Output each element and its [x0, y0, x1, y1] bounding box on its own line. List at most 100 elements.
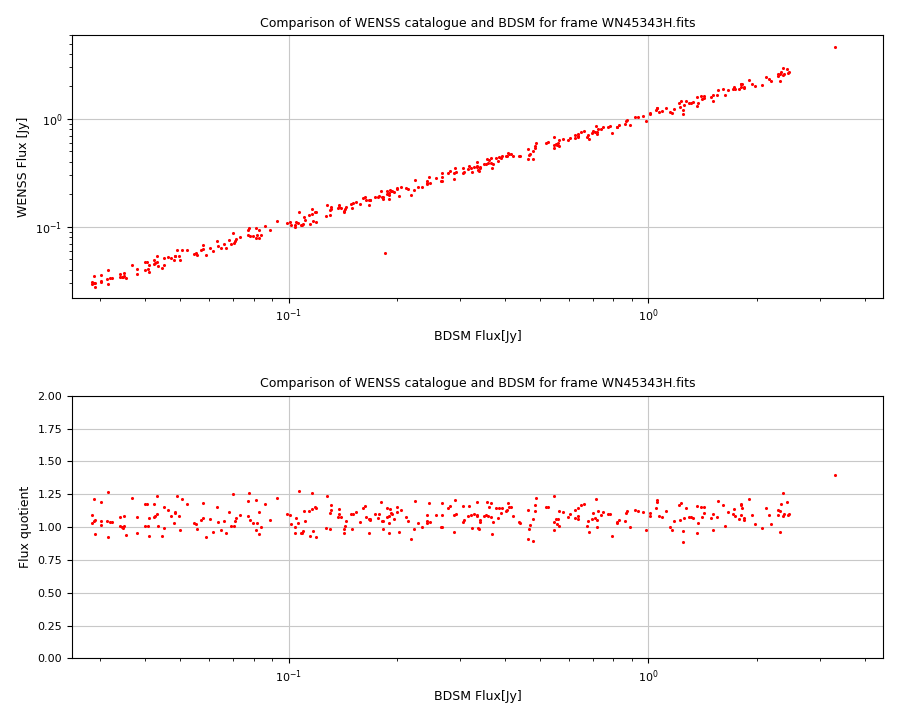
Point — [770, 505, 785, 516]
Point — [671, 97, 686, 109]
Point — [240, 230, 255, 241]
Point — [85, 279, 99, 290]
Point — [226, 228, 240, 239]
Point — [94, 269, 108, 281]
Point — [572, 127, 586, 139]
Point — [644, 510, 658, 521]
Point — [446, 168, 461, 179]
Point — [447, 173, 462, 184]
Point — [673, 96, 688, 107]
Point — [217, 515, 231, 526]
Point — [761, 509, 776, 521]
Point — [114, 271, 129, 282]
Point — [280, 508, 294, 519]
Point — [284, 518, 298, 530]
Title: Comparison of WENSS catalogue and BDSM for frame WN45343H.fits: Comparison of WENSS catalogue and BDSM f… — [260, 17, 696, 30]
Point — [119, 273, 133, 284]
Point — [103, 273, 117, 284]
Point — [638, 115, 652, 127]
Point — [227, 237, 241, 248]
Point — [226, 489, 240, 500]
Point — [464, 163, 478, 174]
Point — [376, 193, 391, 204]
Point — [610, 121, 625, 132]
Point — [302, 530, 317, 541]
Point — [550, 513, 564, 525]
Point — [205, 526, 220, 538]
Point — [421, 171, 436, 183]
Point — [368, 508, 382, 520]
Point — [168, 507, 183, 518]
Point — [781, 67, 796, 78]
Point — [682, 97, 697, 109]
Point — [112, 271, 127, 283]
Point — [308, 207, 322, 218]
Point — [86, 494, 101, 505]
Point — [527, 499, 542, 510]
Point — [477, 158, 491, 170]
Point — [403, 534, 418, 545]
Point — [482, 154, 496, 166]
Point — [248, 494, 263, 505]
Point — [520, 143, 535, 155]
Point — [482, 510, 496, 522]
Point — [552, 521, 566, 532]
Point — [368, 191, 382, 202]
Point — [305, 503, 320, 515]
Point — [690, 527, 705, 539]
Point — [293, 220, 308, 231]
Point — [353, 198, 367, 210]
Point — [472, 523, 486, 535]
Point — [168, 507, 183, 518]
Point — [690, 91, 705, 103]
Point — [732, 83, 746, 94]
Point — [138, 521, 152, 532]
Point — [580, 520, 594, 531]
Point — [289, 513, 303, 524]
Point — [586, 125, 600, 136]
X-axis label: BDSM Flux[Jy]: BDSM Flux[Jy] — [434, 690, 521, 703]
Point — [180, 244, 194, 256]
Point — [480, 496, 494, 508]
Point — [682, 511, 697, 523]
Point — [773, 526, 788, 538]
Point — [423, 177, 437, 189]
Point — [296, 505, 310, 517]
Point — [101, 531, 115, 542]
Point — [308, 502, 322, 513]
Point — [737, 513, 751, 524]
Point — [586, 507, 600, 518]
Point — [556, 134, 571, 145]
Point — [363, 194, 377, 205]
Point — [479, 509, 493, 521]
Point — [571, 130, 585, 142]
Point — [323, 523, 338, 535]
Point — [344, 198, 358, 210]
Point — [447, 495, 462, 506]
Point — [243, 514, 257, 526]
Point — [618, 507, 633, 518]
Point — [306, 215, 320, 227]
Point — [130, 510, 144, 522]
Point — [167, 518, 182, 529]
Point — [160, 505, 175, 516]
Point — [85, 518, 99, 529]
Point — [764, 518, 778, 530]
Point — [679, 96, 693, 107]
Point — [420, 518, 435, 529]
Point — [591, 123, 606, 135]
Point — [112, 521, 127, 532]
Point — [479, 158, 493, 169]
Point — [462, 500, 476, 512]
Point — [94, 275, 108, 287]
Point — [526, 513, 540, 525]
Point — [573, 499, 588, 510]
Point — [377, 248, 392, 259]
Point — [623, 119, 637, 130]
Point — [420, 515, 435, 526]
Point — [168, 251, 183, 262]
Point — [338, 520, 352, 531]
Point — [774, 498, 788, 510]
Point — [117, 267, 131, 279]
Point — [501, 497, 516, 508]
